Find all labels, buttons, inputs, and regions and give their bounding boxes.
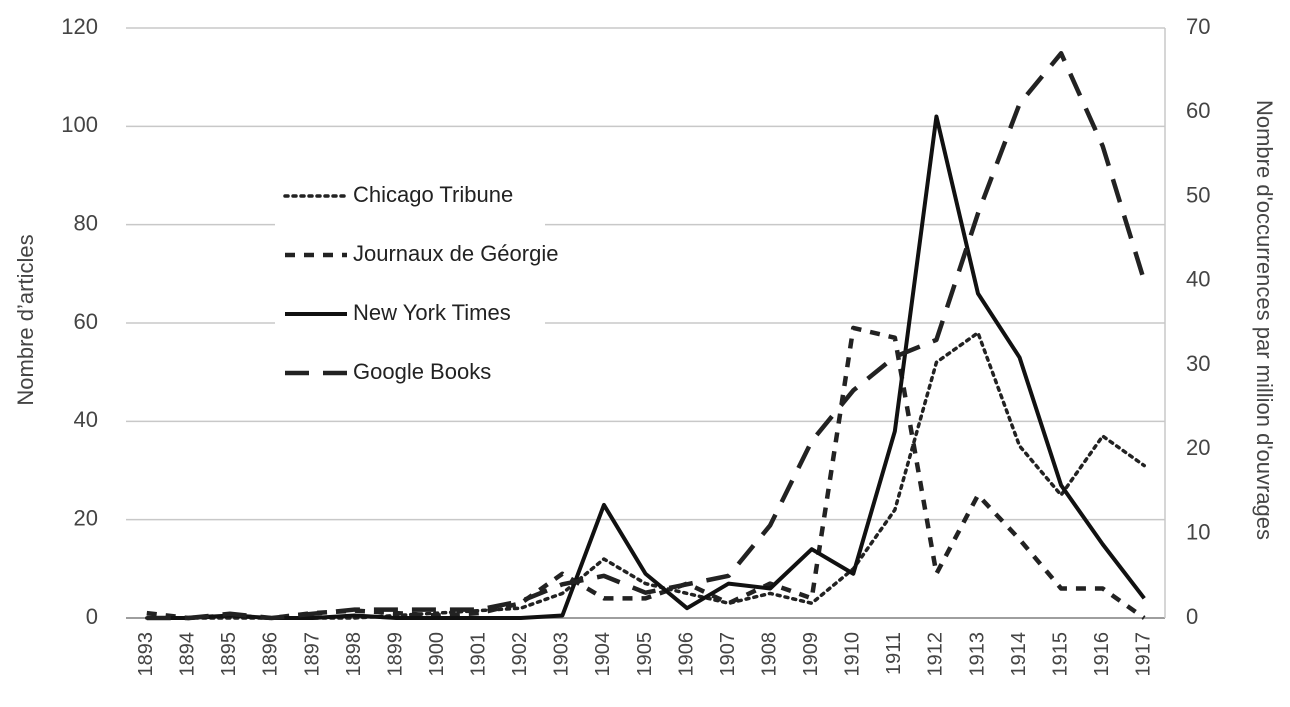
x-tick-label: 1916 [1091, 632, 1113, 677]
x-tick-label: 1894 [177, 632, 199, 677]
legend-label: Journaux de Géorgie [353, 241, 558, 266]
y2-tick-label: 50 [1186, 182, 1210, 207]
y2-tick-label: 60 [1186, 98, 1210, 123]
x-tick-label: 1901 [468, 632, 490, 677]
y-tick-label: 100 [61, 112, 98, 137]
x-tick-label: 1909 [800, 632, 822, 677]
x-tick-label: 1910 [842, 632, 864, 677]
y2-tick-label: 0 [1186, 604, 1198, 629]
x-tick-label: 1904 [592, 632, 614, 677]
x-tick-label: 1912 [925, 632, 947, 677]
x-tick-label: 1905 [634, 632, 656, 677]
x-tick-label: 1917 [1133, 632, 1155, 677]
y-tick-label: 60 [74, 309, 98, 334]
y2-tick-label: 40 [1186, 267, 1210, 292]
y2-tick-label: 30 [1186, 351, 1210, 376]
legend-label: Chicago Tribune [353, 182, 513, 207]
legend-label: New York Times [353, 300, 511, 325]
legend-label: Google Books [353, 359, 491, 384]
y-tick-label: 80 [74, 210, 98, 235]
x-tick-label: 1915 [1049, 632, 1071, 677]
series-line [145, 331, 1146, 620]
x-tick-label: 1903 [551, 632, 573, 677]
y2-tick-label: 20 [1186, 435, 1210, 460]
x-tick-label: 1914 [1008, 632, 1030, 677]
x-tick-label: 1896 [260, 632, 282, 677]
x-tick-label: 1893 [135, 632, 157, 677]
series-line [146, 114, 1146, 620]
x-tick-label: 1907 [717, 632, 739, 677]
x-tick-label: 1908 [758, 632, 780, 677]
y-tick-label: 40 [74, 407, 98, 432]
x-tick-label: 1899 [384, 632, 406, 677]
x-tick-label: 1906 [675, 632, 697, 677]
x-tick-label: 1900 [426, 632, 448, 677]
x-tick-label: 1895 [218, 632, 240, 677]
x-tick-label: 1913 [966, 632, 988, 677]
series-line [146, 51, 1147, 621]
y-axis-title: Nombre d’articles [13, 234, 38, 405]
y2-tick-label: 70 [1186, 14, 1210, 39]
series-line [146, 325, 1146, 621]
x-tick-label: 1911 [883, 632, 905, 675]
y2-tick-label: 10 [1186, 520, 1210, 545]
x-tick-label: 1902 [509, 632, 531, 677]
y-tick-label: 20 [74, 505, 98, 530]
legend-box [275, 172, 545, 397]
x-tick-label: 1897 [301, 632, 323, 677]
x-tick-label: 1898 [343, 632, 365, 677]
y-tick-label: 120 [61, 14, 98, 39]
y-tick-label: 0 [86, 604, 98, 629]
y2-axis-title: Nombre d'occurrences par million d'ouvra… [1252, 100, 1277, 540]
